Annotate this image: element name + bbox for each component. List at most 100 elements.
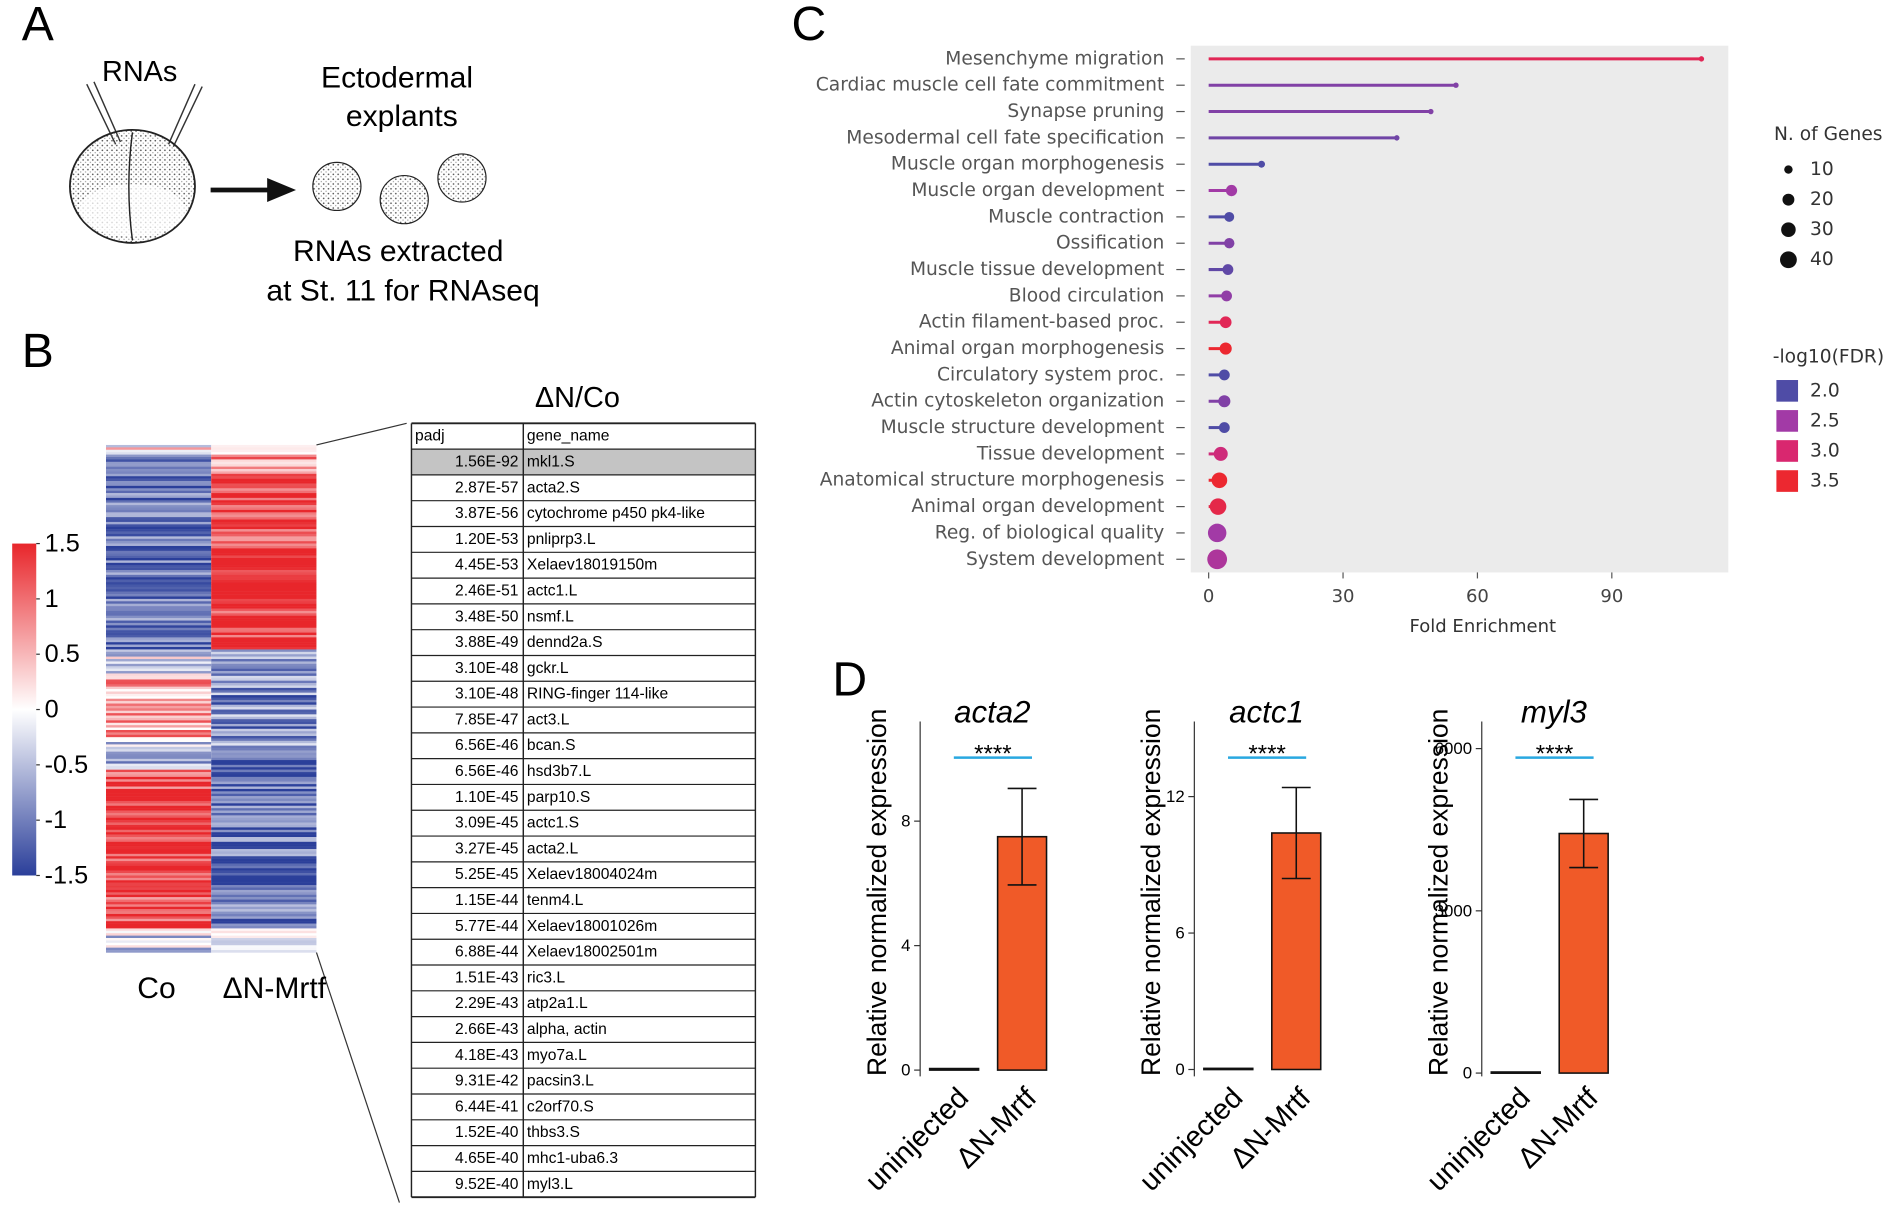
heatmap-row [211, 735, 317, 739]
lollipop-dot [1698, 56, 1705, 62]
heatmap-row [211, 632, 317, 636]
heatmap-row [211, 704, 317, 708]
heatmap-row [105, 509, 212, 513]
heatmap-row [105, 684, 212, 687]
heatmap-row [211, 923, 317, 927]
heatmap-row [105, 822, 212, 826]
heatmap-row [105, 505, 212, 508]
y-tick-label: 8 [901, 812, 910, 831]
heatmap-row [211, 555, 317, 559]
heatmap-row [211, 750, 317, 754]
heatmap-row [105, 834, 212, 838]
heatmap-row [105, 548, 212, 552]
y-tick-label: 6 [1175, 924, 1184, 943]
heatmap-row [211, 774, 317, 778]
heatmap-row [211, 620, 317, 624]
heatmap-row [105, 861, 212, 864]
heatmap-row [105, 625, 212, 628]
panel-label: B [22, 324, 54, 378]
table-cell: 4.45E-53 [455, 557, 518, 574]
heatmap-row [105, 589, 212, 592]
heatmap-row [211, 897, 317, 900]
heatmap-row [211, 483, 317, 487]
x-tick-label: uninjected [859, 1082, 975, 1198]
heatmap-row [105, 514, 212, 518]
heatmap-row [105, 703, 212, 707]
heatmap-row [105, 644, 212, 648]
heatmap-row [211, 805, 317, 809]
heatmap-row [105, 928, 212, 932]
heatmap-row [105, 913, 212, 917]
heatmap-row [211, 740, 317, 744]
heatmap-row [211, 577, 317, 580]
size-legend-label: 30 [1810, 219, 1834, 240]
heatmap-row [105, 483, 212, 487]
heatmap-row [211, 507, 317, 511]
heatmap-row [105, 904, 212, 907]
heatmap-row [105, 642, 212, 645]
heatmap-row [105, 637, 212, 641]
heatmap-row [211, 538, 317, 542]
heatmap-row [105, 524, 212, 527]
heatmap-row [211, 894, 317, 898]
heatmap-row [211, 630, 317, 633]
heatmap-row [105, 763, 212, 767]
heatmap-row [211, 591, 317, 595]
color-legend-swatch [1776, 470, 1799, 492]
bar [928, 1067, 980, 1071]
table-cell: 3.09E-45 [455, 815, 519, 832]
heatmap-row [211, 812, 317, 816]
heatmap-row [105, 947, 212, 951]
heatmap-row [211, 921, 317, 924]
table-cell: actc1.S [527, 815, 579, 832]
heatmap-row [105, 827, 212, 831]
table-cell: bcan.S [527, 737, 576, 754]
y-tick-label: 0 [1463, 1064, 1472, 1083]
heatmap-row [211, 697, 317, 701]
heatmap-row [105, 610, 212, 614]
heatmap-row [211, 586, 317, 590]
heatmap-row [211, 541, 317, 544]
plot-background [1190, 45, 1729, 573]
lollipop-dot [1207, 549, 1228, 570]
bar [1203, 1067, 1254, 1071]
heatmap-row [211, 478, 317, 482]
heatmap-row [105, 856, 212, 859]
table-cell: 2.66E-43 [455, 1021, 518, 1038]
lollipop-dot [1224, 211, 1235, 222]
table-cell: 3.10E-48 [455, 660, 519, 677]
heatmap-row [105, 846, 212, 850]
heatmap-row [211, 675, 317, 679]
heatmap-row [105, 727, 212, 731]
heatmap-row [211, 606, 317, 609]
heatmap-row [211, 947, 317, 951]
y-tick-label: Mesodermal cell fate specification [846, 127, 1164, 148]
y-tick-label: Animal organ development [911, 496, 1164, 517]
heatmap-row [211, 841, 317, 845]
heatmap-row [211, 950, 317, 953]
heatmap-row [105, 473, 212, 477]
lollipop-dot [1207, 523, 1227, 543]
heatmap-row [211, 810, 317, 814]
heatmap-row [211, 909, 317, 912]
heatmap-row [105, 689, 212, 692]
heatmap-row [105, 766, 212, 769]
heatmap-row [211, 748, 317, 751]
lollipop-dot [1211, 472, 1228, 489]
heatmap-row [211, 745, 317, 749]
heatmap-row [211, 849, 317, 852]
heatmap-row [105, 938, 212, 941]
heatmap-row [211, 572, 317, 576]
y-tick-label: Muscle structure development [881, 417, 1165, 438]
heatmap-row [105, 817, 212, 821]
heatmap-row [105, 942, 212, 946]
heatmap-row [211, 800, 317, 804]
heatmap-row [105, 651, 212, 655]
heatmap-row [105, 461, 212, 465]
heatmap-row [105, 901, 212, 905]
heatmap-row [211, 889, 317, 893]
heatmap-row [105, 452, 212, 455]
heatmap-row [211, 668, 317, 672]
heatmap-row [211, 714, 317, 717]
heatmap-row [105, 686, 212, 690]
